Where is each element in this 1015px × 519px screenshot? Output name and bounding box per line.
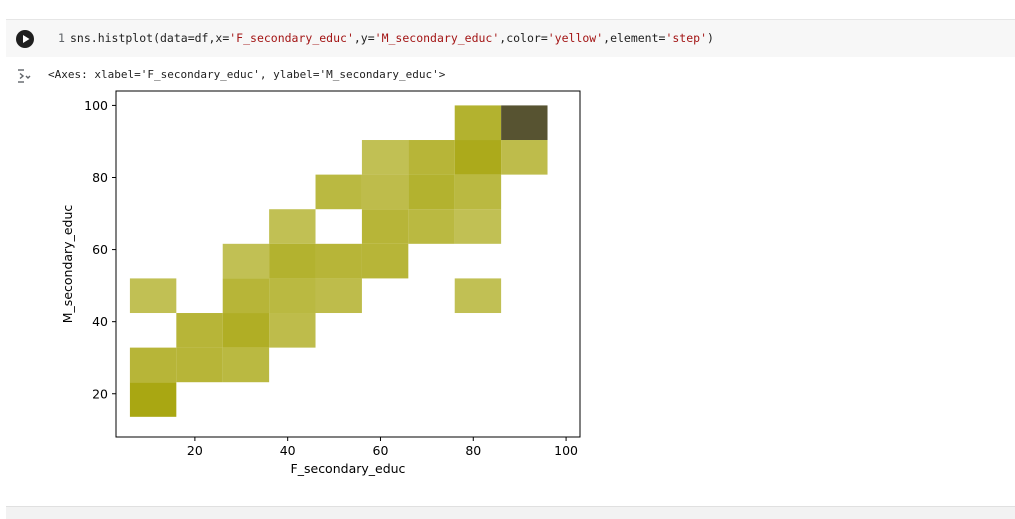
y-tick-label: 20 [92, 386, 108, 401]
histogram-bin [222, 278, 270, 314]
x-tick-label: 20 [187, 443, 203, 458]
x-tick-label: 60 [373, 443, 389, 458]
histogram-bin [361, 140, 409, 175]
histogram-bin [269, 278, 316, 314]
histogram-bin [129, 278, 177, 314]
histogram-bin [176, 313, 223, 348]
output-repr: <Axes: xlabel='F_secondary_educ', ylabel… [48, 68, 446, 81]
output-toggle-icon [18, 69, 31, 83]
histogram-bin [408, 140, 455, 175]
run-cell-button[interactable] [16, 30, 34, 48]
histogram-bin [501, 140, 548, 175]
histogram-bin [129, 382, 177, 417]
histogram-bin [454, 105, 502, 141]
histogram-bin [454, 174, 502, 210]
y-tick-label: 100 [84, 98, 108, 113]
histogram-bin [454, 209, 502, 244]
x-tick-label: 80 [465, 443, 481, 458]
x-tick-label: 40 [280, 443, 296, 458]
x-axis-label: F_secondary_educ [291, 461, 406, 476]
histogram-bin [408, 209, 455, 244]
histogram-bin [269, 243, 316, 279]
y-tick-label: 80 [92, 170, 108, 185]
axes-frame [115, 90, 581, 438]
histogram-bin [315, 278, 362, 314]
histogram-bin [454, 278, 502, 314]
line-number: 1 [58, 31, 65, 45]
histogram-bin [361, 174, 409, 210]
y-tick-label: 40 [92, 314, 108, 329]
histogram-bin [222, 313, 270, 348]
histogram-bin [176, 347, 223, 383]
output-toggle-button[interactable] [16, 68, 32, 84]
histogram-bin [129, 347, 177, 383]
histogram-bin [361, 243, 409, 279]
histogram-bin [269, 209, 316, 244]
ticks-layer: 20 40 60 80 100 20 40 60 80 100 [84, 98, 578, 458]
play-icon [23, 35, 30, 43]
histogram-bin [269, 313, 316, 348]
next-cell-strip[interactable] [6, 506, 1015, 519]
histogram-bin [361, 209, 409, 244]
histogram-bin [315, 243, 362, 279]
code-editor[interactable]: 1 sns.histplot(data=df,x='F_secondary_ed… [6, 20, 1015, 57]
histogram-bin [315, 174, 362, 210]
histogram-bin [408, 174, 455, 210]
bins-layer [129, 105, 548, 417]
histogram-bin [222, 347, 270, 383]
x-tick-label: 100 [554, 443, 578, 458]
histogram-bin [222, 243, 270, 279]
y-axis-label: M_secondary_educ [60, 205, 75, 324]
y-tick-label: 60 [92, 242, 108, 257]
code-cell: 1 sns.histplot(data=df,x='F_secondary_ed… [6, 19, 1015, 496]
histogram-bin [501, 105, 548, 141]
code-line[interactable]: sns.histplot(data=df,x='F_secondary_educ… [70, 31, 714, 45]
histogram-bin [454, 140, 502, 175]
